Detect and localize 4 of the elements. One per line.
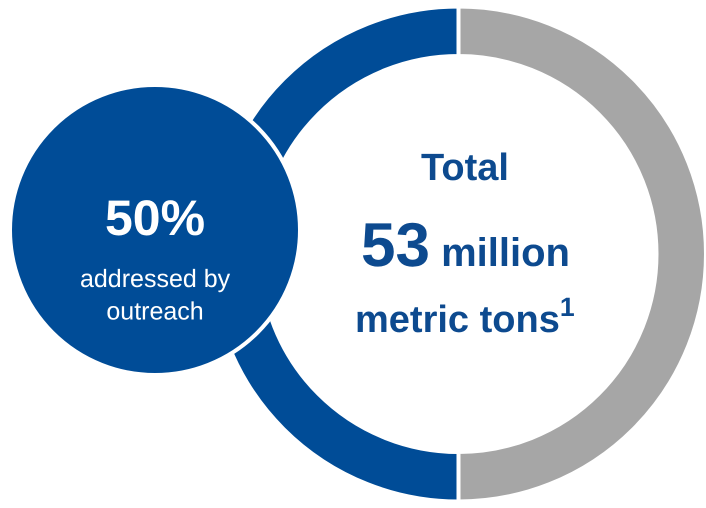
- text: 53 million metric tons$^{1}$: [355, 211, 575, 341]
- text: addressed by outreach: [80, 265, 231, 326]
- text: 50%: [105, 190, 206, 246]
- text: Total: [421, 147, 509, 189]
